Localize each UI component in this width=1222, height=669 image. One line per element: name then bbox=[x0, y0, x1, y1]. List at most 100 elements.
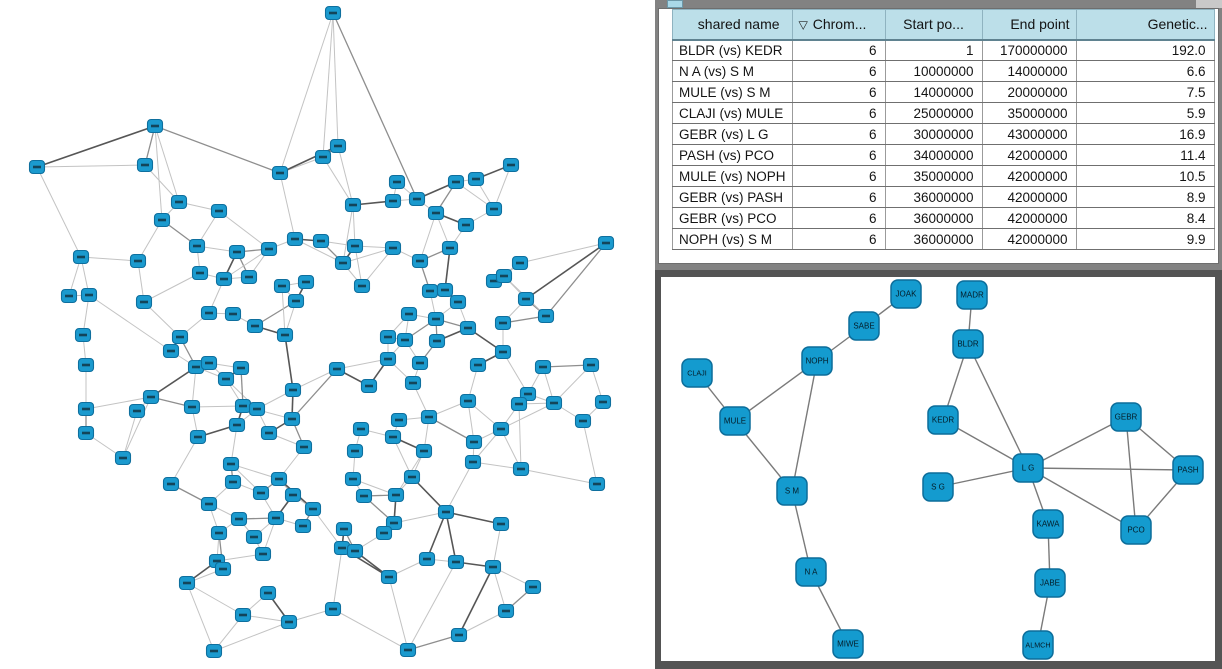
table-cell[interactable]: 34000000 bbox=[884, 144, 983, 166]
graph-edge-gebr-pco[interactable] bbox=[1125, 416, 1137, 531]
node-joak[interactable]: JOAK bbox=[890, 279, 922, 309]
table-row[interactable]: GEBR (vs) PCO 6 36000000 42000000 8.4 bbox=[672, 207, 1215, 229]
col-header-genetic[interactable]: Genetic... bbox=[1075, 9, 1215, 41]
table-row[interactable]: CLAJI (vs) MULE 6 25000000 35000000 5.9 bbox=[672, 102, 1215, 124]
table-cell[interactable]: PASH (vs) PCO bbox=[672, 144, 793, 166]
table-cell[interactable]: 9.9 bbox=[1075, 228, 1215, 250]
network-node[interactable] bbox=[1034, 568, 1066, 598]
table-cell[interactable]: 7.5 bbox=[1075, 81, 1215, 103]
table-cell[interactable]: 36000000 bbox=[884, 186, 983, 208]
table-cell[interactable]: NOPH (vs) S M bbox=[672, 228, 793, 250]
network-node[interactable] bbox=[1172, 455, 1204, 485]
table-cell[interactable]: MULE (vs) S M bbox=[672, 81, 793, 103]
graph-edge-noph-s-m[interactable] bbox=[791, 360, 818, 492]
table-cell[interactable]: 14000000 bbox=[981, 60, 1077, 82]
node-kawa[interactable]: KAWA bbox=[1032, 509, 1064, 539]
table-cell[interactable]: 42000000 bbox=[981, 186, 1077, 208]
node-noph[interactable]: NOPH bbox=[801, 346, 833, 376]
table-cell[interactable]: 16.9 bbox=[1075, 123, 1215, 145]
network-node[interactable] bbox=[1120, 515, 1152, 545]
network-node[interactable] bbox=[956, 280, 988, 310]
table-cell[interactable]: 6.6 bbox=[1075, 60, 1215, 82]
col-header-shared-name[interactable]: shared name bbox=[672, 9, 793, 41]
table-cell[interactable]: 1 bbox=[884, 39, 983, 61]
table-row[interactable]: MULE (vs) S M 6 14000000 20000000 7.5 bbox=[672, 81, 1215, 103]
table-cell[interactable]: 6 bbox=[791, 60, 886, 82]
table-cell[interactable]: 42000000 bbox=[981, 207, 1077, 229]
scrollbar-thumb[interactable] bbox=[667, 0, 683, 8]
node-sabe[interactable]: SABE bbox=[848, 311, 880, 341]
node-almch[interactable]: ALMCH bbox=[1022, 630, 1054, 660]
table-cell[interactable]: 6 bbox=[791, 228, 886, 250]
graph-edge-bldr-l-g[interactable] bbox=[967, 343, 1029, 469]
table-cell[interactable]: 25000000 bbox=[884, 102, 983, 124]
filter-icon[interactable]: ▽ bbox=[798, 18, 808, 32]
table-cell[interactable]: GEBR (vs) PASH bbox=[672, 186, 793, 208]
table-cell[interactable]: GEBR (vs) PCO bbox=[672, 207, 793, 229]
network-view-main[interactable] bbox=[0, 0, 655, 669]
network-node[interactable] bbox=[719, 406, 751, 436]
col-header-chrom[interactable]: ▽ Chrom... bbox=[791, 9, 886, 41]
network-node[interactable] bbox=[927, 405, 959, 435]
graph-edge-l-g-gebr[interactable] bbox=[1027, 416, 1127, 469]
network-node[interactable] bbox=[922, 472, 954, 502]
node-s-m[interactable]: S M bbox=[776, 476, 808, 506]
table-cell[interactable]: 20000000 bbox=[981, 81, 1077, 103]
table-cell[interactable]: 42000000 bbox=[981, 144, 1077, 166]
table-cell[interactable]: 6 bbox=[791, 144, 886, 166]
table-cell[interactable]: MULE (vs) NOPH bbox=[672, 165, 793, 187]
network-node[interactable] bbox=[681, 358, 713, 388]
table-cell[interactable]: 14000000 bbox=[884, 81, 983, 103]
table-cell[interactable]: 6 bbox=[791, 207, 886, 229]
node-kedr[interactable]: KEDR bbox=[927, 405, 959, 435]
network-node[interactable] bbox=[776, 476, 808, 506]
network-node[interactable] bbox=[1032, 509, 1064, 539]
table-row[interactable]: GEBR (vs) L G 6 30000000 43000000 16.9 bbox=[672, 123, 1215, 145]
col-header-start-po[interactable]: Start po... bbox=[884, 9, 983, 41]
table-cell[interactable]: 6 bbox=[791, 81, 886, 103]
table-cell[interactable]: 36000000 bbox=[884, 228, 983, 250]
table-cell[interactable]: N A (vs) S M bbox=[672, 60, 793, 82]
table-cell[interactable]: 192.0 bbox=[1075, 39, 1215, 61]
network-node[interactable] bbox=[1012, 453, 1044, 483]
node-jabe[interactable]: JABE bbox=[1034, 568, 1066, 598]
node-madr[interactable]: MADR bbox=[956, 280, 988, 310]
table-cell[interactable]: CLAJI (vs) MULE bbox=[672, 102, 793, 124]
table-cell[interactable]: 170000000 bbox=[981, 39, 1077, 61]
table-cell[interactable]: 11.4 bbox=[1075, 144, 1215, 166]
network-node[interactable] bbox=[832, 629, 864, 659]
network-view-filtered[interactable]: JOAK SABE NOPH CLAJI MULE S M N A MIWE MADR BLDR K… bbox=[661, 277, 1215, 661]
network-node[interactable] bbox=[1022, 630, 1054, 660]
node-l-g[interactable]: L G bbox=[1012, 453, 1044, 483]
table-row[interactable]: BLDR (vs) KEDR 6 1 170000000 192.0 bbox=[672, 39, 1215, 61]
table-row[interactable]: GEBR (vs) PASH 6 36000000 42000000 8.9 bbox=[672, 186, 1215, 208]
table-row[interactable]: NOPH (vs) S M 6 36000000 42000000 9.9 bbox=[672, 228, 1215, 250]
network-node[interactable] bbox=[1110, 402, 1142, 432]
table-cell[interactable]: 43000000 bbox=[981, 123, 1077, 145]
table-cell[interactable]: BLDR (vs) KEDR bbox=[672, 39, 793, 61]
table-cell[interactable]: 10.5 bbox=[1075, 165, 1215, 187]
node-miwe[interactable]: MIWE bbox=[832, 629, 864, 659]
table-cell[interactable]: 6 bbox=[791, 123, 886, 145]
table-cell[interactable]: 36000000 bbox=[884, 207, 983, 229]
graph-edge-l-g-pco[interactable] bbox=[1027, 467, 1137, 531]
node-pash[interactable]: PASH bbox=[1172, 455, 1204, 485]
table-cell[interactable]: 5.9 bbox=[1075, 102, 1215, 124]
node-s-g[interactable]: S G bbox=[922, 472, 954, 502]
node-n-a[interactable]: N A bbox=[795, 557, 827, 587]
table-row[interactable]: PASH (vs) PCO 6 34000000 42000000 11.4 bbox=[672, 144, 1215, 166]
network-node[interactable] bbox=[801, 346, 833, 376]
table-row[interactable]: N A (vs) S M 6 10000000 14000000 6.6 bbox=[672, 60, 1215, 82]
table-cell[interactable]: 6 bbox=[791, 102, 886, 124]
main-network-canvas[interactable] bbox=[0, 0, 655, 669]
network-node[interactable] bbox=[890, 279, 922, 309]
node-mule[interactable]: MULE bbox=[719, 406, 751, 436]
table-cell[interactable]: 8.9 bbox=[1075, 186, 1215, 208]
filtered-network-canvas[interactable]: JOAK SABE NOPH CLAJI MULE S M N A MIWE MADR BLDR K… bbox=[661, 277, 1215, 661]
table-cell[interactable]: 8.4 bbox=[1075, 207, 1215, 229]
table-cell[interactable]: 30000000 bbox=[884, 123, 983, 145]
network-node[interactable] bbox=[848, 311, 880, 341]
graph-edge-l-g-pash[interactable] bbox=[1027, 467, 1189, 471]
node-pco[interactable]: PCO bbox=[1120, 515, 1152, 545]
col-header-end-point[interactable]: End point bbox=[981, 9, 1077, 41]
